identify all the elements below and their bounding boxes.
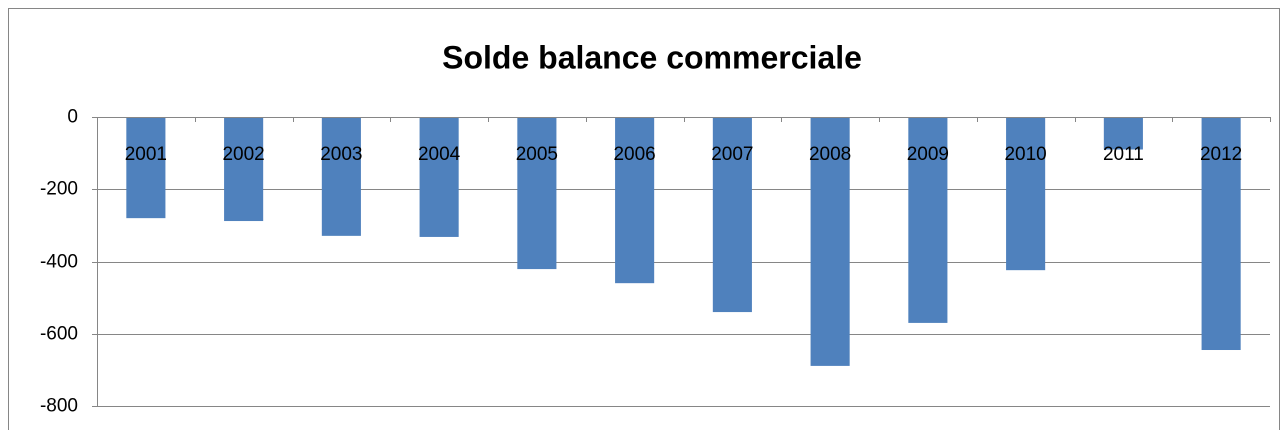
chart-title: Solde balance commerciale	[442, 39, 862, 75]
bar	[1006, 117, 1046, 271]
x-tick-label: 2001	[125, 144, 167, 165]
x-tick-label: 2008	[809, 144, 851, 165]
bar	[1103, 117, 1143, 150]
x-tick-label: 2006	[613, 144, 655, 165]
x-tick-label: 2009	[907, 144, 949, 165]
bar	[712, 117, 752, 313]
bar	[419, 117, 459, 237]
bar	[224, 117, 264, 222]
bar	[615, 117, 655, 284]
bar	[321, 117, 361, 236]
y-tick-label: -800	[40, 396, 78, 417]
x-tick-label: 2002	[222, 144, 264, 165]
bar	[1201, 117, 1241, 351]
y-tick-label: -600	[40, 324, 78, 345]
x-tick-label: 2007	[711, 144, 753, 165]
x-tick-label: 2003	[320, 144, 362, 165]
y-tick-label: -200	[40, 179, 78, 200]
bar	[517, 117, 557, 270]
bar	[810, 117, 850, 366]
bar	[126, 117, 166, 219]
y-tick-label: 0	[67, 107, 78, 128]
x-tick-label: 2012	[1200, 144, 1242, 165]
x-tick-label: 2011	[1103, 144, 1144, 165]
bar	[908, 117, 948, 323]
x-tick-label: 2005	[516, 144, 558, 165]
y-tick-label: -400	[40, 252, 78, 273]
x-tick-label: 2010	[1004, 144, 1046, 165]
x-tick-label: 2004	[418, 144, 461, 165]
